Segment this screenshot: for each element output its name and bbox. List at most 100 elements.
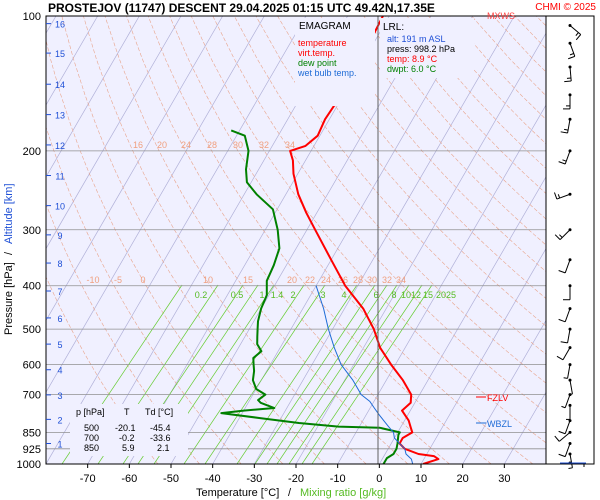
dry-adiabat-line [298,16,546,299]
wind-barb-staff [564,443,571,457]
wind-barb-staff [569,453,573,468]
mixing-ratio-label: 0.2 [195,290,208,300]
wind-barb-staff [564,308,571,322]
wind-barb [558,442,572,458]
altitude-tick-label: 2 [57,415,62,425]
wind-barb-flag [564,128,569,131]
wind-barb [558,149,572,165]
mixing-ratio-line [254,284,376,464]
wind-barb [563,284,572,301]
temperature-tick-label: -60 [121,473,137,485]
wind-barb-flag [562,159,567,162]
pressure-tick-label: 925 [23,444,41,456]
mxws-label: MXWS [487,11,515,21]
series-dew-point [220,129,401,464]
x-axis-label-temp: Temperature [°C] [196,487,279,499]
dry-adiabat-label: 32 [382,275,392,285]
pressure-tick-label: 100 [23,11,41,23]
wind-barb-flag [558,430,566,435]
table-header-td: Td [°C] [145,407,173,417]
dry-adiabat-label: 28 [207,140,217,150]
legend-item-wet-bulb: wet bulb temp. [297,68,357,78]
pressure-tick-label: 850 [23,427,41,439]
y-axis-label-pressure: Pressure [hPa] [3,262,15,335]
mixing-ratio-line [301,284,423,464]
credit-text: CHMI © 2025 [535,2,596,13]
pressure-tick-label: 700 [23,390,41,402]
table-cell: 850 [84,443,99,453]
wind-barb-flag [558,161,566,165]
table-cell: 5.9 [122,443,135,453]
wind-barb-staff [569,67,572,82]
wind-barb [554,430,572,442]
legend-item-virt-temp: virt.temp. [298,48,335,58]
pressure-tick-label: 500 [23,324,41,336]
dry-adiabat-label: 34 [396,275,406,285]
wind-barb-station [568,258,572,262]
isotherm-line [46,16,182,250]
wind-barb-flag [563,377,568,379]
chart-title: PROSTEJOV (11747) DESCENT 29.04.2025 01:… [48,1,435,15]
altitude-tick-label: 8 [57,259,62,269]
dry-adiabat-label: 22 [305,275,315,285]
wind-barb-staff [564,420,571,434]
fzlv-marker: FZLV [476,393,508,403]
series-temperature [289,16,440,464]
mixing-ratio-label: 20 [436,290,446,300]
wind-barb [558,307,572,323]
altitude-tick-label: 7 [57,287,62,297]
altitude-tick-label: 15 [55,49,65,59]
wind-barb-flag [568,55,575,60]
table-cell: -33.6 [150,433,171,443]
wind-barb-station [568,442,572,446]
wind-barb [563,93,572,110]
dry-adiabat-label: 30 [233,140,243,150]
dry-adiabat-label: 30 [367,275,377,285]
wind-barb-station [568,93,572,97]
mixing-ratio-label: 6 [373,290,378,300]
wind-panel-frame [545,15,595,465]
mixing-ratio-label: 1.4 [271,290,284,300]
wind-barb-flag [575,32,579,36]
dry-adiabat-label: 34 [285,140,295,150]
legend-item-temperature: temperature [298,38,347,48]
wind-barb [568,378,573,396]
wind-barb-station [568,327,572,331]
wind-barb-station [568,23,572,27]
mixing-ratio-line [236,284,358,464]
altitude-tick-label: 16 [55,20,65,30]
altitude-tick-label: 9 [57,231,62,241]
dry-adiabat-line [341,16,546,246]
dry-adiabat-label: 15 [243,275,253,285]
altitude-tick-label: 5 [57,340,62,350]
wind-barb-flag [569,53,574,56]
wind-barb-station [568,363,572,367]
isotherm-line [46,16,140,178]
dry-adiabat-label: 24 [321,275,331,285]
wind-barb-staff [559,229,571,241]
dry-adiabat-line [234,16,546,384]
isotherm-line [46,16,223,322]
wind-barb [563,363,572,379]
legend-title: EMAGRAM [299,21,351,32]
mixing-ratio-line [276,284,398,464]
temperature-tick-label: -70 [80,473,96,485]
wind-barb-staff [564,394,571,408]
pressure-tick-label: 1000 [17,459,41,471]
isotherm-line [46,16,265,393]
temperature-tick-label: 20 [457,473,469,485]
table-cell: -0.2 [119,433,135,443]
temperature-tick-label: -40 [205,473,221,485]
wind-barb [553,192,572,200]
mixing-ratio-label: 4 [341,290,346,300]
mixing-ratio-label: 15 [423,290,433,300]
altitude-tick-label: 6 [57,314,62,324]
dry-adiabat-label: -5 [114,275,122,285]
altitude-tick-label: 1 [57,440,62,450]
isotherm-line [337,104,546,464]
wind-barb-staff [558,431,571,442]
mixing-ratio-label: 10 [401,290,411,300]
mixing-ratio-label: 0.5 [231,290,244,300]
wind-barb-flag [553,192,558,200]
